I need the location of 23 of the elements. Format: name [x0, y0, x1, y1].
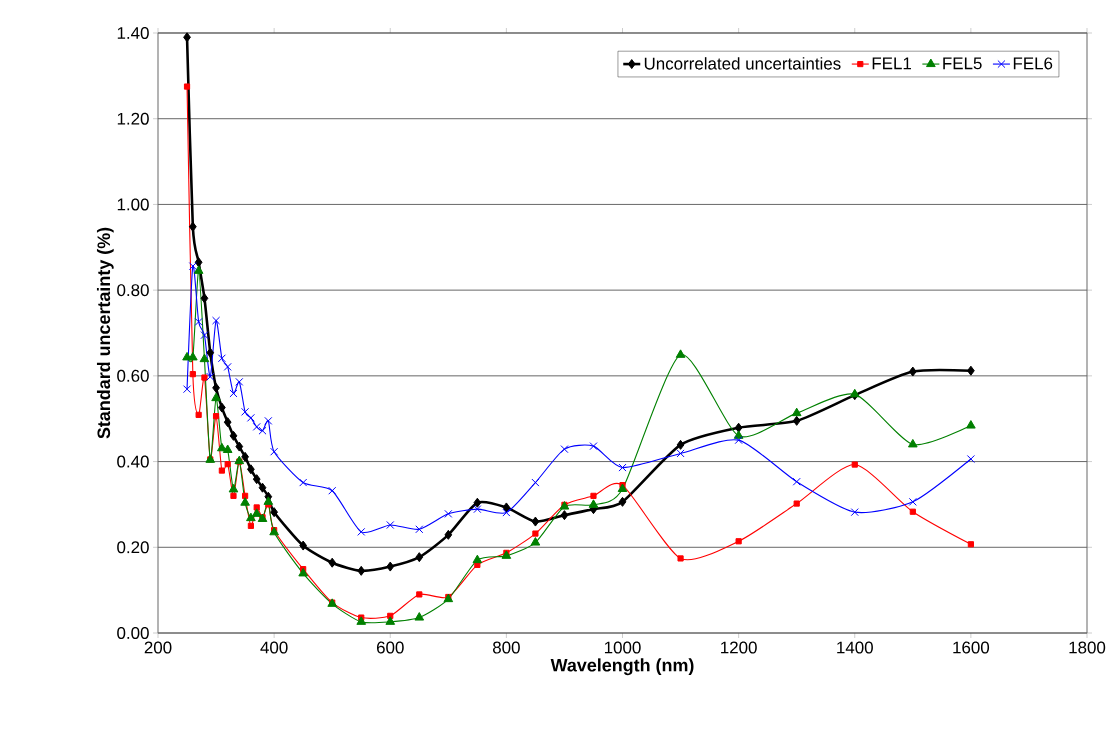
y-tick-label: 1.00 — [117, 198, 149, 211]
legend-label: FEL6 — [1013, 57, 1053, 70]
y-tick-label: 1.20 — [117, 112, 149, 125]
x-tick-label: 400 — [260, 641, 288, 654]
legend-label: FEL5 — [943, 57, 982, 70]
x-tick-label: 800 — [492, 641, 520, 654]
x-axis-title: Wavelength (nm) — [550, 658, 694, 676]
x-tick-label: 600 — [376, 641, 404, 654]
y-tick-label: 0.40 — [117, 455, 149, 468]
y-tick-label: 0.20 — [117, 541, 149, 554]
x-tick-label: 1400 — [837, 641, 873, 654]
x-tick-label: 1800 — [1069, 641, 1106, 654]
legend-label: Uncorrelated uncertainties — [644, 57, 841, 70]
x-tick-label: 1000 — [604, 641, 641, 654]
x-tick-label: 1600 — [953, 641, 990, 654]
y-tick-label: 0.00 — [117, 627, 149, 639]
legend-label: FEL1 — [872, 57, 911, 70]
x-tick-label: 1200 — [721, 641, 757, 654]
y-tick-label: 1.40 — [117, 26, 149, 39]
y-axis-title: Standard uncertainty (%) — [96, 227, 114, 439]
y-tick-label: 0.60 — [117, 369, 149, 382]
x-tick-label: 200 — [144, 641, 172, 654]
y-tick-label: 0.80 — [117, 284, 149, 297]
